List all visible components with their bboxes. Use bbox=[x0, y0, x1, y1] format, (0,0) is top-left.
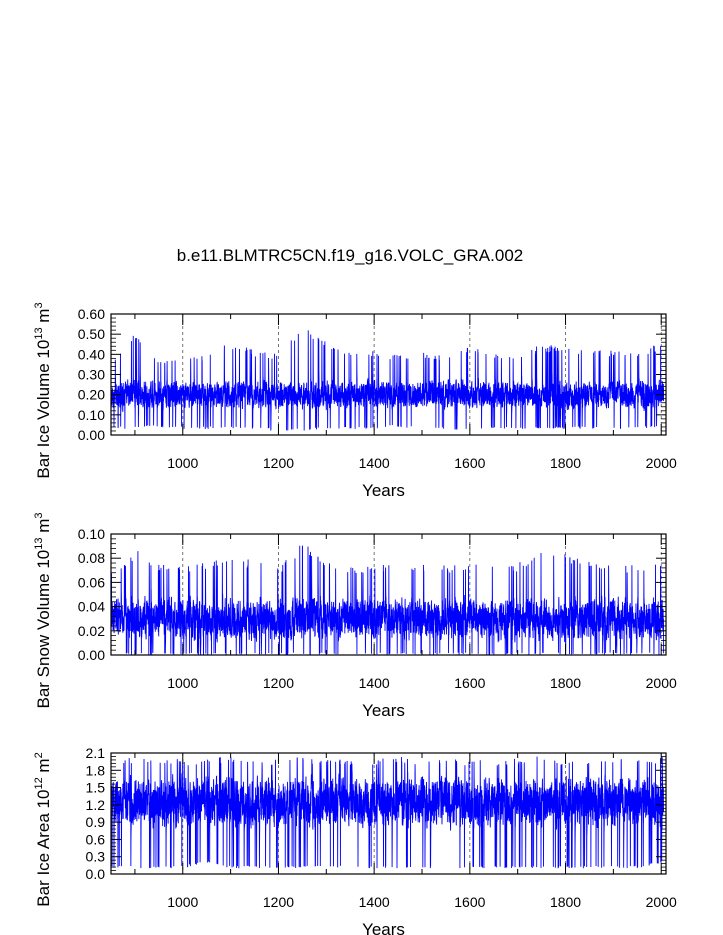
y-tick-label: 0.50 bbox=[78, 326, 105, 342]
y-axis-label: Bar Snow Volume 1013 m3 bbox=[33, 512, 53, 708]
y-label-exponent: 12 bbox=[33, 777, 45, 789]
series-line bbox=[111, 756, 665, 869]
y-label-exponent: 13 bbox=[33, 538, 45, 550]
y-tick-label: 0.00 bbox=[78, 647, 105, 663]
x-tick-label: 2000 bbox=[646, 894, 677, 910]
x-tick-label: 1400 bbox=[359, 675, 390, 691]
y-label-unit: m bbox=[34, 758, 53, 777]
y-tick-label: 0.30 bbox=[78, 367, 105, 383]
series-snow-volume bbox=[111, 545, 665, 656]
y-label-unit-exponent: 2 bbox=[33, 752, 45, 758]
plot-frame bbox=[110, 533, 667, 656]
y-tick-label: 0.06 bbox=[78, 574, 105, 590]
y-tick-label: 2.1 bbox=[86, 745, 106, 761]
series-line bbox=[111, 545, 665, 656]
axis-ticks bbox=[111, 533, 666, 656]
y-tick-label: 0.04 bbox=[78, 599, 105, 615]
x-tick-label: 2000 bbox=[646, 675, 677, 691]
x-tick-label: 1000 bbox=[167, 675, 198, 691]
x-tick-labels: 1000 1200 1400 1600 1800 2000 bbox=[167, 894, 677, 910]
y-tick-label: 0.6 bbox=[86, 831, 106, 847]
y-tick-labels: 0.00 0.10 0.20 0.30 0.40 0.50 0.60 bbox=[78, 306, 105, 443]
x-tick-label: 1800 bbox=[550, 455, 581, 471]
y-axis-label: Bar Ice Volume 1013 m3 bbox=[33, 302, 53, 478]
y-label-exponent: 13 bbox=[33, 327, 45, 339]
y-label-main: Bar Snow Volume 10 bbox=[34, 550, 53, 709]
x-tick-label: 1200 bbox=[263, 455, 294, 471]
y-label-unit: m bbox=[34, 309, 53, 328]
y-tick-label: 0.10 bbox=[78, 407, 105, 423]
y-tick-label: 1.8 bbox=[86, 762, 106, 778]
x-tick-label: 1400 bbox=[359, 894, 390, 910]
y-tick-label: 1.2 bbox=[86, 797, 106, 813]
x-tick-label: 2000 bbox=[646, 455, 677, 471]
y-tick-label: 0.40 bbox=[78, 346, 105, 362]
plot-frame bbox=[110, 752, 667, 875]
x-axis-label: Years bbox=[362, 481, 405, 500]
y-tick-labels: 0.00.3 0.60.91.21.5 1.82.1 bbox=[86, 745, 106, 882]
x-axis-label: Years bbox=[362, 920, 405, 935]
y-label-main: Bar Ice Volume 10 bbox=[34, 340, 53, 479]
series-ice-area bbox=[111, 756, 665, 869]
y-tick-label: 0.3 bbox=[86, 849, 106, 865]
x-tick-labels: 1000 1200 1400 1600 1800 2000 bbox=[167, 455, 677, 471]
axis-ticks bbox=[111, 313, 666, 436]
y-tick-label: 0.10 bbox=[78, 526, 105, 542]
panel-snow-volume: 0.00 0.02 0.04 0.06 0.08 0.10 1000 1200 1400 160… bbox=[33, 512, 677, 720]
figure-title: b.e11.BLMTRC5CN.f19_g16.VOLC_GRA.002 bbox=[177, 246, 523, 265]
y-tick-label: 0.00 bbox=[78, 427, 105, 443]
x-tick-label: 1600 bbox=[454, 675, 485, 691]
y-tick-label: 0.9 bbox=[86, 814, 106, 830]
y-label-unit: m bbox=[34, 519, 53, 538]
y-tick-label: 0.60 bbox=[78, 306, 105, 322]
axis-ticks bbox=[111, 752, 666, 875]
y-tick-label: 0.20 bbox=[78, 387, 105, 403]
x-tick-label: 1000 bbox=[167, 894, 198, 910]
x-tick-labels: 1000 1200 1400 1600 1800 2000 bbox=[167, 675, 677, 691]
x-tick-label: 1600 bbox=[454, 455, 485, 471]
x-tick-label: 1600 bbox=[454, 894, 485, 910]
y-axis-label: Bar Ice Area 1012 m2 bbox=[33, 752, 53, 906]
y-tick-labels: 0.00 0.02 0.04 0.06 0.08 0.10 bbox=[78, 526, 105, 663]
y-tick-label: 0.02 bbox=[78, 623, 105, 639]
panel-ice-area: 0.00.3 0.60.91.21.5 1.82.1 1000 1200 1400 160… bbox=[33, 745, 677, 935]
x-tick-label: 1200 bbox=[263, 894, 294, 910]
x-tick-label: 1400 bbox=[359, 455, 390, 471]
series-ice-volume bbox=[111, 330, 665, 431]
series-line bbox=[111, 330, 665, 431]
y-label-unit-exponent: 3 bbox=[33, 512, 45, 518]
y-label-unit-exponent: 3 bbox=[33, 302, 45, 308]
panel-ice-volume: 0.00 0.10 0.20 0.30 0.40 0.50 0.60 1000 1200 140… bbox=[33, 302, 677, 500]
x-axis-label: Years bbox=[362, 701, 405, 720]
x-tick-label: 1000 bbox=[167, 455, 198, 471]
y-tick-label: 0.08 bbox=[78, 550, 105, 566]
x-gridlines bbox=[182, 314, 662, 435]
x-tick-label: 1800 bbox=[550, 675, 581, 691]
x-tick-label: 1200 bbox=[263, 675, 294, 691]
y-tick-label: 1.5 bbox=[86, 780, 106, 796]
y-label-main: Bar Ice Area 10 bbox=[34, 790, 53, 907]
x-tick-label: 1800 bbox=[550, 894, 581, 910]
y-tick-label: 0.0 bbox=[86, 866, 106, 882]
